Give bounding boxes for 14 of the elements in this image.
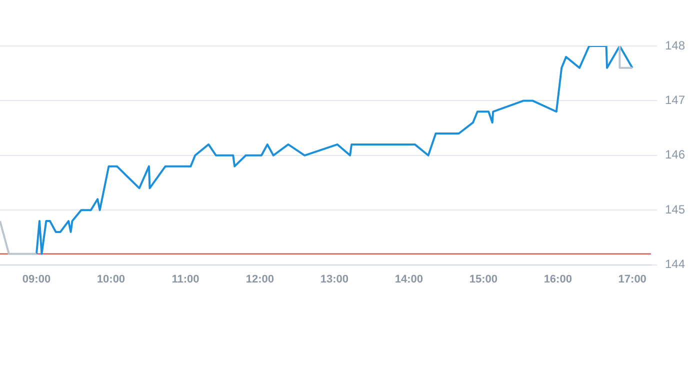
x-tick-label: 13:00 <box>320 273 348 286</box>
x-tick-label: 12:00 <box>246 273 274 286</box>
y-tick-label: 146 <box>664 148 686 162</box>
x-tick-label: 15:00 <box>469 273 498 286</box>
x-tick-label: 17:00 <box>618 273 646 286</box>
y-tick-label: 144 <box>664 257 686 272</box>
y-tick-label: 147 <box>664 93 686 108</box>
y-tick-label: 145 <box>664 202 686 216</box>
x-tick-label: 09:00 <box>22 273 51 286</box>
x-tick-label: 11:00 <box>172 273 200 286</box>
x-tick-label: 16:00 <box>544 273 572 286</box>
x-tick-label: 14:00 <box>394 273 423 286</box>
x-tick-label: 10:00 <box>96 273 126 286</box>
y-tick-label: 148 <box>664 38 686 52</box>
